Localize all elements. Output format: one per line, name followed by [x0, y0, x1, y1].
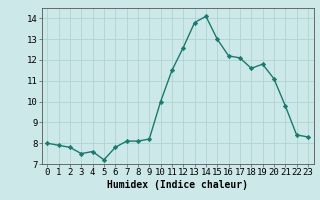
X-axis label: Humidex (Indice chaleur): Humidex (Indice chaleur) [107, 180, 248, 190]
